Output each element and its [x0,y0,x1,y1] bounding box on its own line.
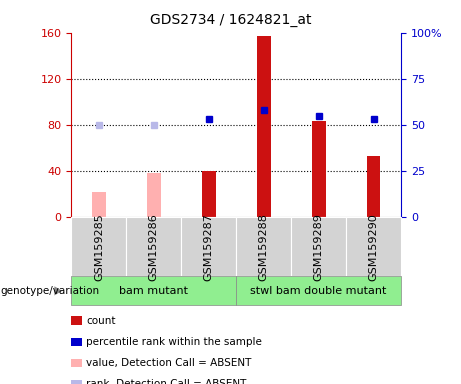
Bar [312,121,325,217]
Text: rank, Detection Call = ABSENT: rank, Detection Call = ABSENT [86,379,247,384]
Text: GSM159289: GSM159289 [313,213,324,281]
Text: GSM159286: GSM159286 [149,213,159,281]
Text: GSM159287: GSM159287 [204,213,214,281]
Text: GDS2734 / 1624821_at: GDS2734 / 1624821_at [150,13,311,27]
Bar [202,171,216,217]
Text: GSM159288: GSM159288 [259,213,269,281]
Bar [367,156,380,217]
Text: percentile rank within the sample: percentile rank within the sample [86,337,262,347]
Bar [92,192,106,217]
Bar [257,36,271,217]
Text: stwl bam double mutant: stwl bam double mutant [250,286,387,296]
Text: bam mutant: bam mutant [119,286,189,296]
Text: GSM159290: GSM159290 [369,213,378,281]
Text: value, Detection Call = ABSENT: value, Detection Call = ABSENT [86,358,252,368]
Text: GSM159285: GSM159285 [94,213,104,281]
Text: count: count [86,316,116,326]
Bar [147,173,161,217]
Text: genotype/variation: genotype/variation [0,286,99,296]
